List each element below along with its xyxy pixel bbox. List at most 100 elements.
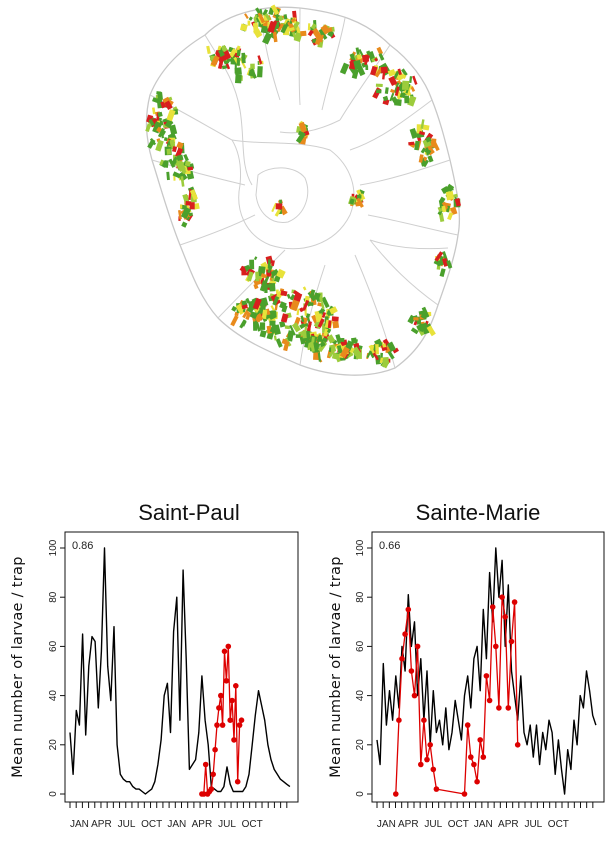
predicted-point xyxy=(225,643,232,650)
land-patch xyxy=(422,124,430,131)
land-patch xyxy=(441,201,449,210)
land-patch xyxy=(241,52,246,64)
land-patch xyxy=(244,13,249,20)
land-patch xyxy=(320,24,331,35)
land-patch xyxy=(387,350,395,360)
land-patch xyxy=(370,65,378,76)
predicted-point xyxy=(233,683,239,689)
land-patch xyxy=(265,308,271,316)
land-patch xyxy=(289,299,300,312)
land-patch xyxy=(409,128,418,139)
land-patch xyxy=(410,327,419,335)
land-patch xyxy=(408,141,415,146)
land-patch xyxy=(375,89,382,94)
land-patch xyxy=(272,296,280,306)
land-patch xyxy=(239,319,247,329)
land-patch xyxy=(382,343,387,348)
land-patch xyxy=(148,118,155,127)
land-patch xyxy=(245,311,252,321)
land-patch xyxy=(259,280,268,292)
land-patch xyxy=(277,15,284,22)
land-patch xyxy=(220,49,232,61)
land-patch xyxy=(409,76,413,84)
predicted-point xyxy=(236,722,243,728)
land-patch xyxy=(378,53,385,61)
land-patch xyxy=(157,111,163,118)
land-patch xyxy=(272,31,278,43)
chart-sainte-marie: Sainte-Marie Mean number of larvae / trap… xyxy=(328,500,605,830)
land-patch xyxy=(253,321,258,331)
predicted-point xyxy=(202,761,209,768)
land-patch xyxy=(387,341,396,352)
land-patch xyxy=(280,290,288,297)
land-patch xyxy=(255,271,260,282)
land-patch xyxy=(390,88,396,94)
land-patch xyxy=(289,324,296,336)
land-patch xyxy=(242,308,246,313)
land-patch xyxy=(382,71,386,80)
land-patch xyxy=(318,309,323,314)
land-patch xyxy=(307,321,312,332)
predicted-point xyxy=(433,786,440,792)
land-patch xyxy=(438,212,445,223)
land-patch xyxy=(302,330,307,339)
y-tick-label: 0 xyxy=(355,791,366,797)
land-patch xyxy=(286,293,291,299)
land-patch xyxy=(259,8,263,15)
land-patch xyxy=(166,171,170,181)
land-patch xyxy=(323,328,329,337)
land-patch xyxy=(249,311,258,320)
land-patch xyxy=(279,320,286,328)
land-patch xyxy=(269,282,276,292)
land-patch xyxy=(418,130,426,136)
land-patch xyxy=(434,251,444,262)
land-patch xyxy=(279,301,287,310)
land-patch xyxy=(259,329,267,338)
y-axis-label: Mean number of larvae / trap xyxy=(10,556,26,777)
land-patch xyxy=(275,338,283,348)
land-patch xyxy=(271,260,275,267)
land-patch xyxy=(296,308,300,316)
predicted-point xyxy=(402,631,408,637)
land-patch xyxy=(366,50,371,56)
predicted-point xyxy=(421,717,427,723)
land-patch xyxy=(281,338,288,345)
land-patch xyxy=(326,334,336,344)
land-patch xyxy=(235,74,242,84)
land-patch xyxy=(305,313,311,318)
predicted-point xyxy=(480,754,487,760)
predicted-point xyxy=(408,668,415,674)
land-patch xyxy=(248,16,253,21)
land-patch xyxy=(257,66,263,78)
land-patch xyxy=(180,206,192,219)
land-patch xyxy=(326,328,332,334)
land-patch xyxy=(189,189,198,201)
land-patch xyxy=(277,23,285,33)
predicted-point xyxy=(223,678,230,684)
land-patch xyxy=(298,121,307,133)
predicted-point xyxy=(461,791,468,797)
land-patch xyxy=(322,323,328,333)
land-patch xyxy=(420,311,428,319)
land-patch xyxy=(317,318,325,328)
land-patch xyxy=(310,23,317,30)
land-patch xyxy=(302,286,307,291)
chart-title: Saint-Paul xyxy=(138,500,240,525)
land-patch xyxy=(157,92,163,101)
predicted-point xyxy=(221,648,228,655)
land-patch xyxy=(380,66,388,74)
land-patch xyxy=(389,92,395,102)
land-patch xyxy=(450,206,458,215)
predicted-point xyxy=(430,766,437,773)
predicted-point xyxy=(218,692,224,699)
land-patch xyxy=(246,271,254,282)
land-patch xyxy=(315,295,320,302)
land-patch xyxy=(152,97,160,104)
land-patch xyxy=(454,197,462,207)
land-patch xyxy=(328,26,333,32)
predicted-point xyxy=(396,717,402,723)
land-patch xyxy=(374,57,379,62)
land-patch xyxy=(331,316,339,322)
land-patch xyxy=(424,148,432,155)
